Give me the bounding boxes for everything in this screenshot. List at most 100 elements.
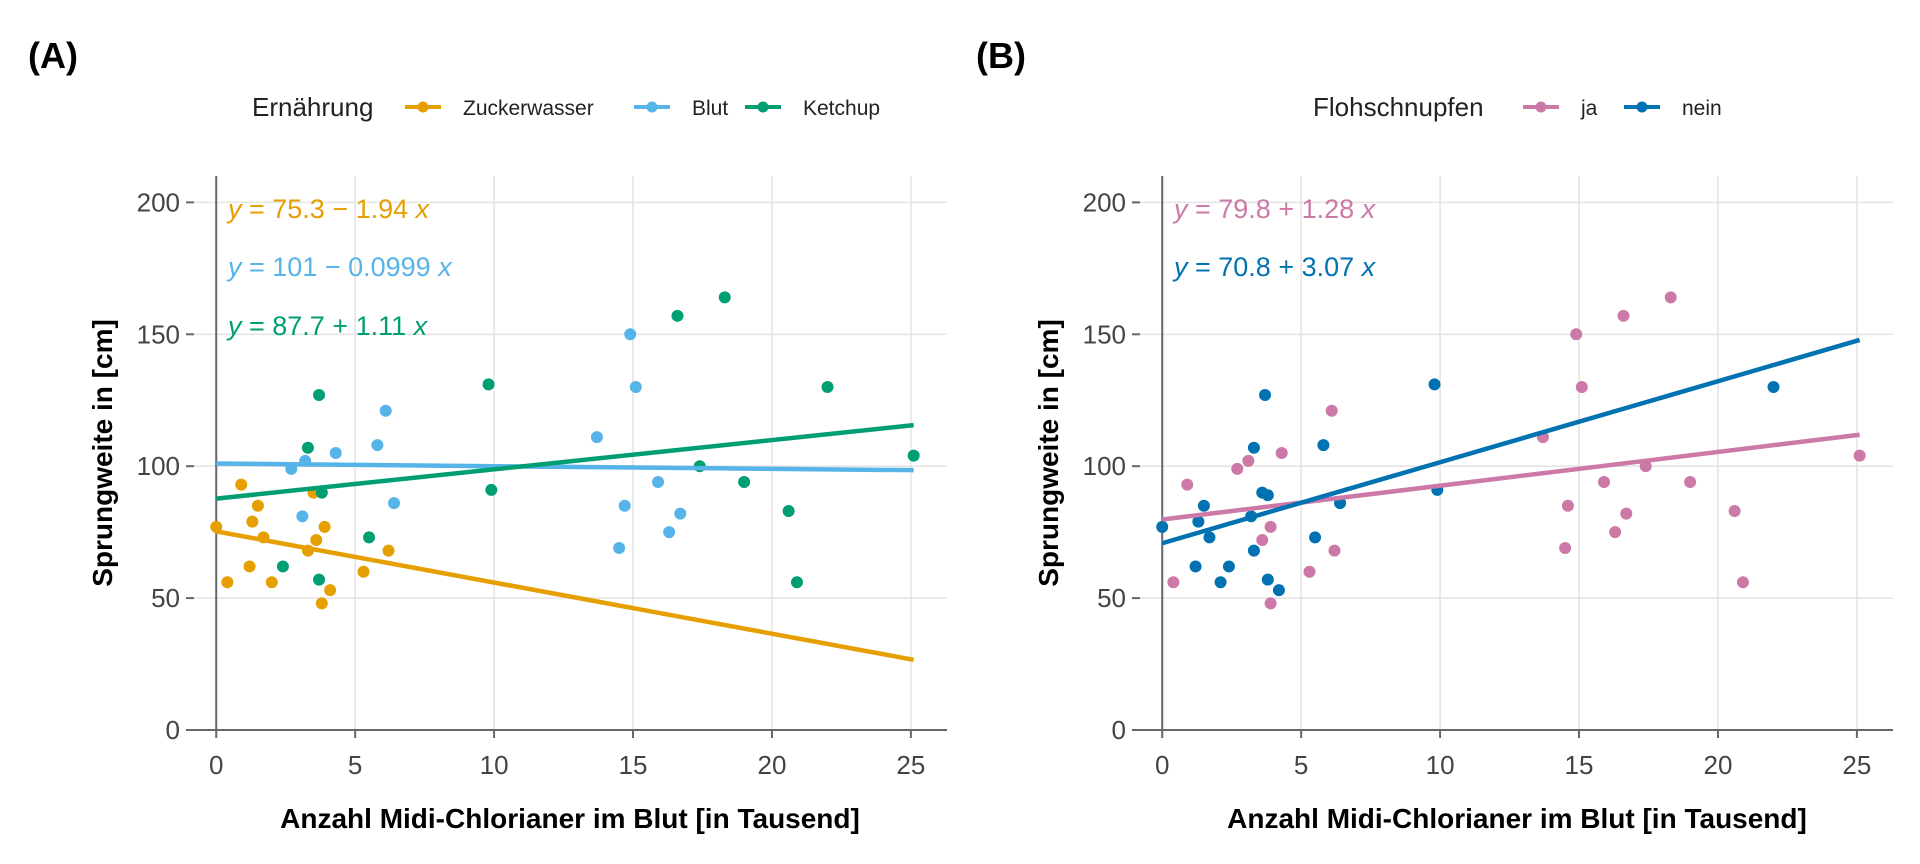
data-point-nein	[1261, 573, 1274, 586]
data-point-nein	[1203, 531, 1216, 544]
data-point-blut	[590, 431, 603, 444]
x-tick-label: 5	[348, 750, 362, 780]
data-point-zuckerwasser	[246, 515, 259, 528]
regression-line-blut	[216, 461, 914, 473]
data-point-nein	[1247, 544, 1260, 557]
data-point-zuckerwasser	[265, 576, 278, 589]
legend-item-0[interactable]: Zuckerwasser	[405, 97, 594, 120]
data-point-blut	[371, 439, 384, 452]
data-point-nein	[1428, 378, 1441, 391]
panel-tag: (B)	[976, 35, 1026, 76]
data-point-zuckerwasser	[382, 544, 395, 557]
data-point-ketchup	[485, 483, 498, 496]
data-point-blut	[674, 507, 687, 520]
data-point-ja	[1684, 476, 1697, 489]
data-point-ketchup	[313, 573, 326, 586]
data-point-blut	[296, 510, 309, 523]
y-tick-label: 200	[137, 187, 180, 217]
data-point-ja	[1575, 381, 1588, 394]
regression-line-zuckerwasser	[215, 529, 915, 663]
data-point-ketchup	[301, 441, 314, 454]
x-tick-label: 25	[896, 750, 925, 780]
data-point-ketchup	[363, 531, 376, 544]
regression-line-nein	[1161, 337, 1861, 546]
data-point-ja	[1264, 520, 1277, 533]
y-axis-title: Sprungweite in [cm]	[1033, 319, 1064, 587]
data-point-zuckerwasser	[235, 478, 248, 491]
panel-tag: (A)	[28, 35, 78, 76]
data-point-zuckerwasser	[243, 560, 256, 573]
data-point-ketchup	[313, 388, 326, 401]
data-point-ja	[1242, 454, 1255, 467]
legend-key-dot	[417, 101, 429, 113]
data-point-ja	[1617, 309, 1630, 322]
chart-panel-1: (B) Flohschnupfen ja nein 0 50 100 150 200 0 5 10 15…	[976, 35, 1893, 834]
data-point-nein	[1272, 584, 1285, 597]
y-tick-label: 200	[1083, 187, 1126, 217]
data-point-blut	[329, 447, 342, 459]
legend-item-2[interactable]: Ketchup	[745, 97, 880, 120]
x-tick-label: 15	[619, 750, 648, 780]
legend-label: nein	[1682, 97, 1722, 120]
data-point-nein	[1156, 520, 1169, 533]
x-tick-label: 25	[1842, 750, 1871, 780]
data-point-ja	[1303, 565, 1316, 578]
data-point-blut	[379, 404, 392, 417]
data-point-zuckerwasser	[318, 520, 331, 533]
data-point-ketchup	[790, 576, 803, 589]
data-point-ja	[1728, 505, 1741, 518]
regression-equation-ja: y = 79.8 + 1.28 x	[1172, 194, 1377, 224]
data-point-zuckerwasser	[251, 499, 264, 512]
legend-key-dot	[1535, 101, 1547, 113]
x-tick-label: 20	[757, 750, 786, 780]
data-point-zuckerwasser	[357, 565, 370, 578]
x-tick-label: 10	[1426, 750, 1455, 780]
data-point-ja	[1256, 534, 1269, 547]
legend-title: Flohschnupfen	[1313, 92, 1484, 122]
data-point-ketchup	[782, 505, 795, 518]
y-tick-label: 50	[151, 583, 180, 613]
legend-key-dot	[646, 101, 658, 113]
y-axis-title: Sprungweite in [cm]	[87, 319, 118, 587]
legend-key-dot	[757, 101, 769, 113]
data-point-nein	[1197, 499, 1210, 512]
y-tick-label: 0	[1112, 715, 1126, 745]
y-tick-label: 100	[137, 451, 180, 481]
x-tick-label: 15	[1565, 750, 1594, 780]
data-point-blut	[613, 541, 626, 554]
data-point-zuckerwasser	[315, 597, 328, 610]
legend-item-0[interactable]: ja	[1523, 97, 1598, 120]
data-point-blut	[618, 499, 631, 512]
y-tick-label: 100	[1083, 451, 1126, 481]
data-point-ketchup	[907, 449, 920, 462]
data-point-ketchup	[671, 309, 684, 322]
regression-equation-ketchup: y = 87.7 + 1.11 x	[226, 311, 429, 341]
y-tick-label: 150	[1083, 319, 1126, 349]
data-point-ja	[1264, 597, 1277, 610]
regression-line-ketchup	[215, 422, 914, 501]
data-point-ja	[1620, 507, 1633, 520]
data-point-blut	[388, 497, 401, 510]
legend-label: Blut	[692, 97, 728, 120]
data-point-ketchup	[821, 381, 834, 394]
regression-equation-zuckerwasser: y = 75.3 − 1.94 x	[226, 194, 431, 224]
legend-key-dot	[1636, 101, 1648, 113]
x-tick-label: 0	[1155, 750, 1169, 780]
legend-item-1[interactable]: Blut	[634, 97, 728, 120]
data-point-ja	[1231, 462, 1244, 475]
y-tick-label: 50	[1097, 583, 1126, 613]
legend-item-1[interactable]: nein	[1624, 97, 1722, 120]
data-point-ja	[1181, 478, 1194, 491]
x-axis-title: Anzahl Midi-Chlorianer im Blut [in Tause…	[280, 803, 860, 834]
legend-label: ja	[1580, 97, 1598, 120]
data-point-nein	[1247, 441, 1260, 454]
data-point-ja	[1561, 499, 1574, 512]
data-point-nein	[1189, 560, 1202, 573]
x-tick-label: 10	[480, 750, 509, 780]
x-tick-label: 20	[1703, 750, 1732, 780]
data-point-ja	[1598, 476, 1611, 489]
data-point-zuckerwasser	[324, 584, 337, 597]
legend-label: Zuckerwasser	[463, 97, 594, 120]
y-tick-label: 0	[166, 715, 180, 745]
